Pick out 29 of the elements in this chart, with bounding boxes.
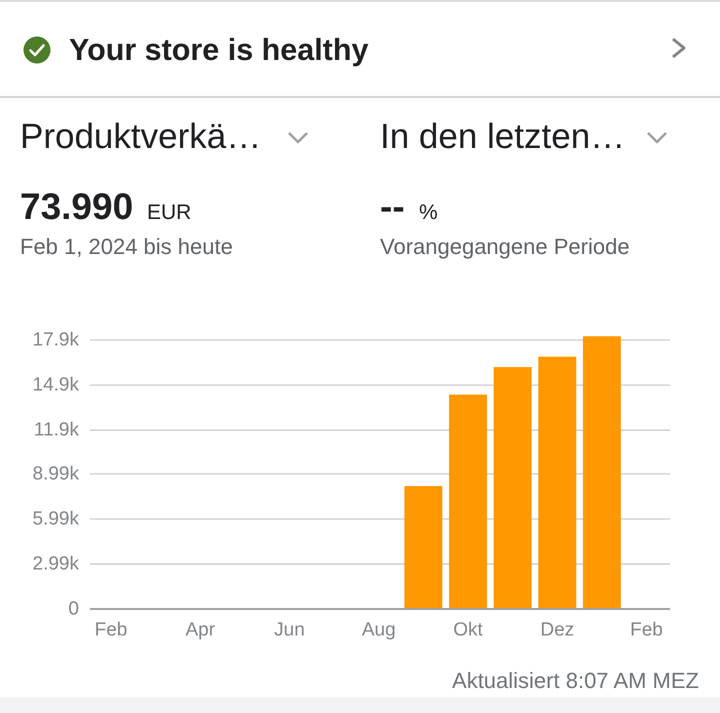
bar [449,394,487,609]
y-tick-label: 2.99k [32,554,80,575]
bar [494,367,532,609]
bar [582,336,621,609]
bar [538,356,576,609]
text: Feb 1, 2024 bis heute [20,234,233,259]
text: 73.990 [20,186,134,227]
x-tick-label: Feb [630,620,663,640]
x-tick-label: Aug [362,620,396,640]
y-tick-label: 8.99k [32,463,80,484]
chart-title: Produktverkä… [20,117,262,156]
y-tick-label: 17.9k [32,330,80,351]
text: Aktualisiert 8:07 AM MEZ [452,668,699,693]
x-tick-label: Okt [453,620,484,640]
text: Vorangegangene Periode [380,234,630,259]
text: In den letzten… [380,117,626,156]
text: -- [380,186,405,227]
bar [404,486,442,609]
y-tick-label: 5.99k [32,508,80,530]
x-tick-label: Apr [185,620,216,640]
text: EUR [147,201,192,224]
x-tick-label: Jun [274,620,305,640]
x-tick-label: Feb [94,620,128,640]
text: % [419,201,438,224]
y-tick-label: 14.9k [32,374,80,396]
y-tick-label: 0 [68,598,79,620]
text: Your store is healthy [69,33,368,67]
x-tick-label: Dez [540,620,574,640]
y-tick-label: 11.9k [34,420,80,441]
